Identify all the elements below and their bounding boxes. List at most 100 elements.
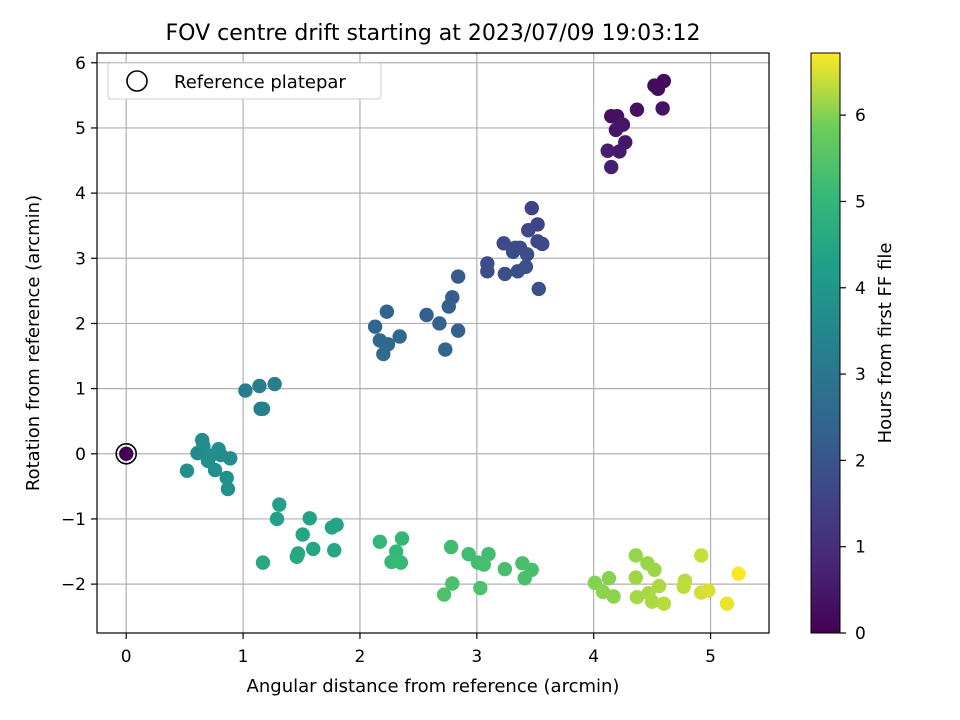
scatter-point: [295, 527, 310, 542]
scatter-point: [615, 117, 631, 132]
scatter-point: [432, 316, 447, 331]
scatter-point: [255, 401, 271, 417]
scatter-point: [531, 281, 546, 297]
scatter-point: [302, 511, 317, 526]
x-tick-label: 0: [121, 647, 132, 667]
colorbar-gradient: [810, 52, 841, 634]
scatter-point: [535, 236, 550, 252]
colorbar-tick-label: 1: [855, 538, 866, 558]
scatter-point: [694, 548, 709, 563]
scatter-point: [518, 259, 534, 274]
scatter-point: [441, 299, 456, 314]
scatter-point: [651, 578, 667, 594]
scatter-point: [476, 557, 492, 572]
scatter-point: [629, 589, 645, 605]
y-tick-label: 3: [75, 249, 86, 269]
scatter-point: [219, 470, 234, 486]
colorbar-label: Hours from first FF file: [875, 243, 896, 444]
scatter-point: [269, 511, 285, 527]
scatter-point: [255, 555, 271, 570]
x-tick-label: 4: [588, 647, 599, 667]
reference-platepar-marker: [115, 442, 138, 465]
scatter-point: [327, 543, 342, 558]
y-tick-label: 1: [75, 380, 86, 400]
x-axis-ticks: 0 1 2 3 4 5: [121, 633, 716, 667]
scatter-point: [497, 266, 513, 282]
scatter-point: [656, 596, 672, 611]
scatter-point: [601, 571, 617, 586]
y-tick-label: −1: [61, 510, 86, 530]
scatter-point: [238, 383, 253, 398]
scatter-point: [220, 481, 236, 497]
colorbar-tick-label: 3: [855, 365, 866, 385]
colorbar-tick-label: 0: [855, 624, 866, 644]
scatter-point: [438, 342, 453, 357]
scatter-point: [392, 329, 407, 344]
scatter-point: [289, 549, 305, 564]
scatter-point: [372, 534, 388, 549]
y-tick-label: 4: [75, 184, 86, 204]
y-tick-label: 5: [75, 119, 86, 139]
scatter-point: [521, 223, 536, 238]
scatter-point: [272, 497, 287, 512]
colorbar-ticks: 0 1 2 3 4 5 6: [840, 106, 866, 644]
plot-frame: [96, 52, 770, 634]
y-tick-label: 2: [75, 314, 86, 334]
scatter-point: [496, 236, 511, 251]
scatter-point: [719, 596, 735, 611]
scatter-point: [367, 319, 383, 334]
colorbar-tick-label: 6: [855, 106, 866, 126]
scatter-point: [628, 570, 643, 585]
scatter-point: [450, 323, 466, 338]
grid: [97, 53, 769, 633]
legend-marker: [126, 70, 148, 92]
scatter-point: [480, 264, 495, 279]
scatter-point: [473, 580, 488, 596]
scatter-point: [731, 566, 746, 581]
scatter-point: [306, 541, 321, 557]
scatter-point: [207, 462, 223, 478]
y-axis-ticks: −2 −1 0 1 2 3 4 5 6: [61, 54, 97, 595]
scatter-point: [393, 555, 409, 570]
colorbar: 0 1 2 3 4 5 6 Hours from first FF file: [810, 52, 896, 644]
scatter-point: [379, 304, 395, 319]
legend-label: Reference platepar: [174, 72, 346, 93]
scatter-point: [629, 102, 645, 117]
scatter-point: [324, 520, 340, 535]
scatter-point: [655, 101, 670, 116]
scatter-point: [443, 539, 459, 555]
y-tick-label: 0: [75, 445, 86, 465]
x-tick-label: 5: [705, 647, 716, 667]
scatter-point: [179, 463, 195, 478]
y-tick-label: −2: [61, 575, 86, 595]
scatter-point: [517, 571, 532, 586]
colorbar-tick-label: 4: [855, 279, 866, 299]
scatter-point: [656, 73, 672, 89]
y-axis-label: Rotation from reference (arcmin): [23, 195, 44, 491]
scatter-point: [445, 576, 460, 591]
scatter-point: [647, 562, 662, 577]
scatter-point: [604, 159, 619, 175]
scatter-point: [267, 376, 282, 392]
scatter-point: [606, 589, 621, 604]
scatter-point: [612, 144, 627, 159]
scatter-point: [461, 546, 476, 562]
scatter-point: [376, 346, 391, 362]
colorbar-tick-label: 2: [855, 451, 866, 471]
scatter-point: [450, 269, 466, 284]
scatter-point: [419, 307, 434, 323]
scatter-point: [505, 244, 521, 259]
scatter-point: [676, 579, 691, 594]
scatter-point: [524, 200, 539, 216]
x-axis-label: Angular distance from reference (arcmin): [247, 676, 620, 697]
scatter-point: [119, 446, 134, 461]
scatter-point: [701, 583, 716, 598]
scatter-point: [497, 561, 513, 577]
x-tick-label: 2: [355, 647, 366, 667]
scatter-point: [519, 247, 535, 262]
legend: Reference platepar: [107, 62, 382, 100]
scatter-point: [190, 445, 205, 461]
scatter-point: [644, 594, 660, 609]
chart-title: FOV centre drift starting at 2023/07/09 …: [166, 21, 701, 46]
x-tick-label: 3: [471, 647, 482, 667]
